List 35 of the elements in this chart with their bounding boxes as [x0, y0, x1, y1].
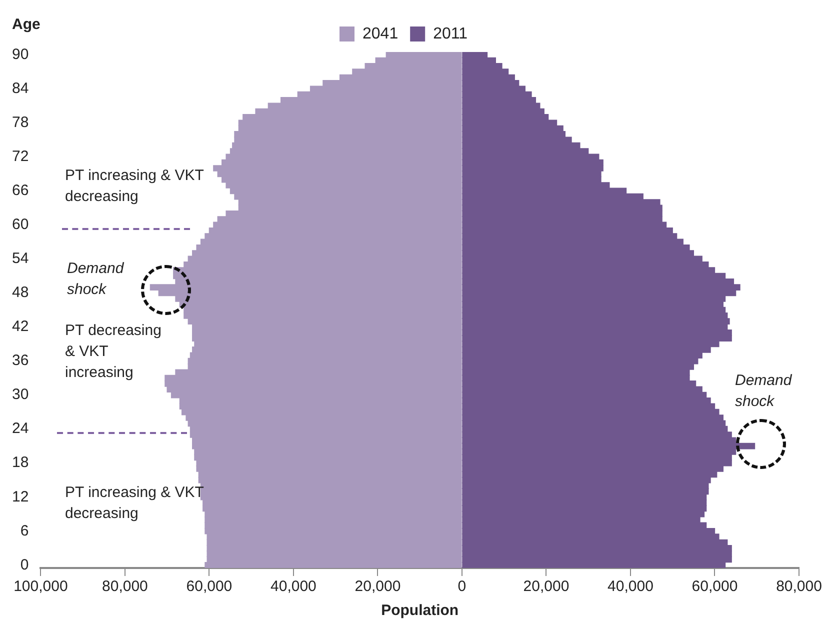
y-tick-label: 72: [12, 148, 29, 166]
y-tick-label: 18: [12, 454, 29, 472]
annotation: PT decreasing & VKT increasing: [65, 321, 162, 383]
y-tick-label: 6: [20, 522, 29, 540]
x-tick-label: 0: [458, 578, 466, 596]
y-tick-label: 84: [12, 80, 29, 97]
y-tick-label: 12: [12, 488, 29, 506]
y-tick-label: 66: [12, 182, 29, 200]
y-tick-label: 90: [12, 46, 29, 63]
y-tick-label: 48: [12, 284, 29, 302]
annotation: PT increasing & VKT decreasing: [65, 483, 205, 524]
x-tick-label: 20,000: [354, 578, 401, 596]
annotation: Demand shock: [735, 371, 793, 412]
y-tick-label: 60: [12, 216, 29, 234]
x-tick-label: 20,000: [523, 578, 570, 596]
y-tick-label: 78: [12, 114, 29, 132]
legend-label: 2011: [433, 25, 468, 42]
y-tick-label: 0: [20, 556, 29, 574]
x-tick-label: 100,000: [14, 578, 68, 596]
y-tick-label: 30: [12, 386, 29, 404]
x-tick-label: 40,000: [270, 578, 316, 596]
y-axis-title: Age: [12, 16, 40, 33]
x-tick-label: 80,000: [102, 578, 148, 596]
y-tick-label: 24: [12, 420, 29, 438]
y-tick-label: 54: [12, 250, 29, 268]
x-tick-label: 80,000: [776, 578, 822, 596]
y-tick-label: 36: [12, 352, 29, 370]
annotation: PT increasing & VKT decreasing: [65, 166, 205, 207]
x-tick-label: 40,000: [608, 578, 654, 596]
y-tick-label: 42: [12, 318, 29, 336]
x-tick-label: 60,000: [692, 578, 738, 596]
annotation: Demand shock: [67, 259, 125, 300]
x-tick-label: 60,000: [186, 578, 232, 596]
x-axis-title: Population: [381, 602, 459, 620]
legend-label: 2041: [362, 25, 398, 42]
